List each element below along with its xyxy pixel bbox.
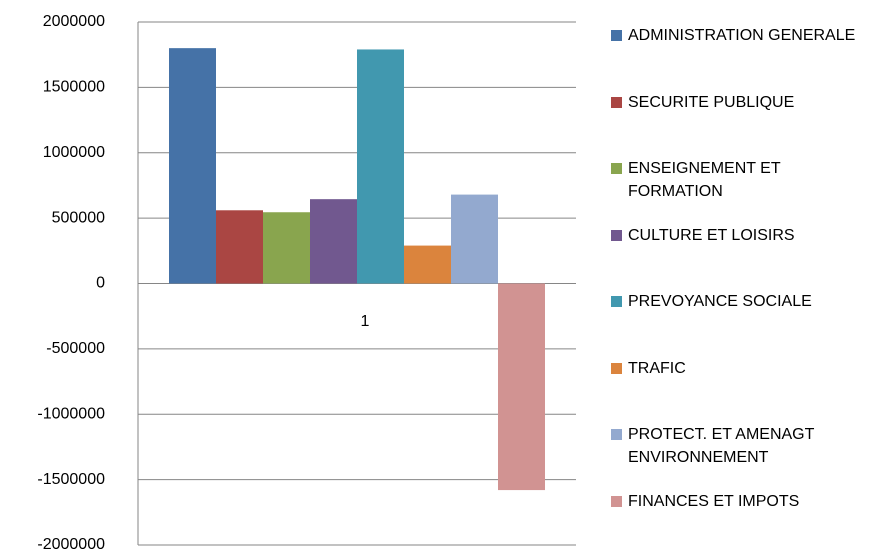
- legend-swatch: [611, 229, 622, 241]
- legend-item: FINANCES ET IMPOTS: [611, 490, 866, 513]
- bar: [216, 210, 263, 284]
- legend-swatch: [611, 30, 622, 41]
- legend-swatch: [611, 429, 622, 440]
- y-tick-label: -1500000: [37, 471, 105, 488]
- y-tick-label: -1000000: [37, 405, 105, 422]
- legend-item: ENSEIGNEMENT ET FORMATION: [611, 157, 866, 203]
- y-tick-label: 500000: [52, 209, 105, 226]
- bar: [169, 48, 216, 284]
- y-tick-label: 2000000: [43, 13, 105, 30]
- bar: [404, 245, 451, 284]
- y-tick-label: 1000000: [43, 144, 105, 161]
- legend-swatch: [611, 362, 622, 374]
- legend-label: PREVOYANCE SOCIALE: [628, 293, 812, 310]
- y-tick-label: -500000: [46, 340, 105, 357]
- legend-item: TRAFIC: [611, 357, 866, 380]
- legend-label: FINANCES ET IMPOTS: [628, 492, 800, 510]
- legend-label: CULTURE ET LOISIRS: [628, 226, 795, 244]
- legend-label: PROTECT. ET AMENAGT ENVIRONNEMENT: [628, 426, 815, 466]
- legend-swatch: [611, 296, 622, 307]
- legend-label: SECURITE PUBLIQUE: [628, 93, 795, 111]
- legend-item: CULTURE ET LOISIRS: [611, 224, 866, 247]
- bar: [451, 194, 498, 284]
- legend-label: ENSEIGNEMENT ET FORMATION: [628, 160, 781, 200]
- legend-label: TRAFIC: [628, 359, 686, 377]
- bar: [310, 199, 357, 284]
- y-tick-label: 0: [96, 275, 105, 292]
- y-tick-label: 1500000: [43, 79, 105, 96]
- legend-label: ADMINISTRATION GENERALE: [628, 27, 856, 44]
- y-tick-label: -2000000: [37, 536, 105, 553]
- bar: [498, 283, 545, 491]
- legend-item: SECURITE PUBLIQUE: [611, 91, 866, 114]
- legend-item: PREVOYANCE SOCIALE: [611, 290, 866, 313]
- bar: [263, 212, 310, 284]
- x-tick-label: 1: [361, 313, 370, 330]
- legend-swatch: [611, 163, 622, 174]
- legend-swatch: [611, 96, 622, 108]
- legend-item: ADMINISTRATION GENERALE: [611, 24, 866, 47]
- legend-swatch: [611, 495, 622, 507]
- bar: [357, 49, 404, 284]
- legend-item: PROTECT. ET AMENAGT ENVIRONNEMENT: [611, 423, 866, 469]
